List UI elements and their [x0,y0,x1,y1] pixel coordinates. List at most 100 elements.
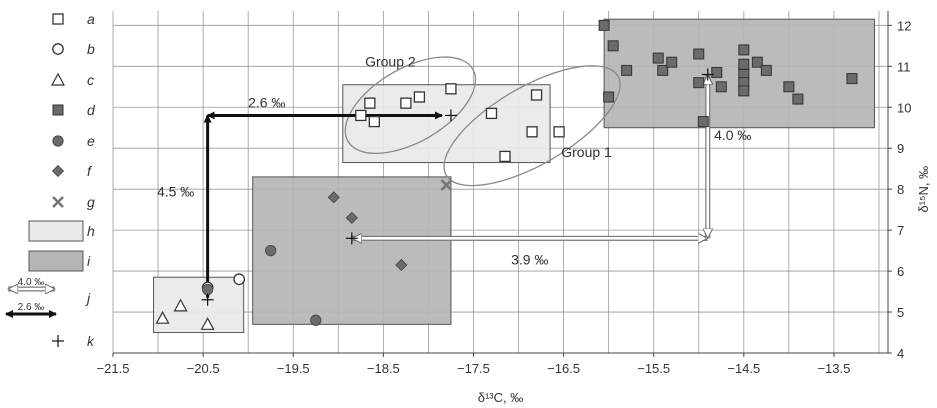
point-k [201,293,214,306]
legend-entry-e: e [52,133,95,149]
range-box-h [153,276,245,334]
point-e [202,283,214,296]
point-d [792,93,804,105]
point-d [603,91,615,103]
y-tick-label: 7 [897,223,904,238]
x-axis-label: δ¹³C, ‰ [478,390,524,405]
point-b [233,273,246,286]
legend-swatch [28,250,84,272]
point-d [693,77,705,89]
point-k [444,109,457,122]
point-e [310,314,322,326]
x-tick-label: −15.5 [637,361,670,376]
point-d [607,40,619,52]
legend-key: a [87,11,95,27]
point-c [155,310,170,324]
legend-marker [52,335,64,347]
point-c [200,317,215,330]
legend-entry-g: g [52,194,95,210]
x-tick-label: −20.5 [187,361,220,376]
legend-swatch [28,220,84,242]
point-a [400,97,412,109]
point-a [485,107,498,120]
point-a [355,109,367,122]
y-tick-label: 9 [897,141,904,156]
x-tick-label: −19.5 [277,361,310,376]
point-d [598,19,610,31]
legend-key: b [87,41,95,57]
point-a [530,89,543,101]
point-d [846,73,858,85]
point-e [265,245,277,257]
legend-entry-i: i [28,250,91,272]
legend-key: k [87,333,95,349]
x-tick-label: −14.5 [727,361,760,376]
legend-entry-d: d [52,102,96,118]
point-d [697,116,709,128]
arrow-label: 2.6 ‰ [248,94,285,110]
point-d [652,52,664,64]
y-tick-label: 5 [897,305,904,320]
point-a [526,126,538,138]
legend-entry-c: c [50,72,94,88]
x-tick-label: −21.5 [97,361,130,376]
point-k [701,68,714,81]
point-d [715,81,727,93]
legend-key: j [85,290,91,306]
point-d [693,48,705,60]
y-tick-label: 11 [897,59,911,74]
point-a [413,91,426,103]
legend-key: c [87,72,94,88]
legend-key: g [87,194,95,210]
y-tick-label: 6 [897,264,904,279]
legend-arrow-label: 2.6 ‰ [18,302,45,313]
distance-arrows: 2.6 ‰ 4.5 ‰ 3.9 ‰ 4.0 ‰ [157,74,751,299]
legend-entry-k: k [52,333,95,349]
point-d [751,56,763,68]
y-tick-label: 12 [897,18,911,33]
legend-entry-j: 4.0 ‰ 2.6 ‰ j [5,277,91,318]
point-d [783,81,795,93]
arrow-label: 4.0 ‰ [714,127,751,143]
legend-marker [52,43,64,55]
x-tick-label: −18.5 [367,361,400,376]
legend-arrow-label: 4.0 ‰ [18,277,45,288]
group-label: Group 2 [365,53,416,69]
y-axis-label: δ¹⁵N, ‰ [916,166,931,213]
point-d [738,85,750,97]
arrow-label: 3.9 ‰ [511,251,548,267]
arrow-label: 4.5 ‰ [157,184,194,200]
point-d [760,64,772,76]
point-k [345,232,358,245]
point-d [621,64,633,76]
point-d [657,64,669,76]
point-a [364,97,376,109]
point-d [738,44,750,56]
y-tick-label: 8 [897,182,904,197]
range-box-i [252,176,452,325]
point-f [345,211,358,224]
point-d [711,66,723,78]
point-c [173,298,188,312]
legend-entry-h: h [28,220,95,242]
legend-marker [52,104,64,116]
point-d [666,56,678,68]
legend-marker [52,13,64,25]
legend-entry-a: a [52,11,95,27]
group-ellipse [443,65,621,187]
x-tick-label: −13.5 [817,361,850,376]
range-boxes [153,18,875,334]
x-tick-label: −16.5 [547,361,580,376]
group-ellipse [344,56,477,155]
legend-marker [52,135,64,147]
legend-entry-b: b [52,41,95,57]
data-points [155,19,858,330]
legend-key: h [87,223,95,239]
point-f [327,191,340,204]
point-a [553,126,565,138]
point-d [738,58,750,70]
legend-key: e [87,133,95,149]
legend-marker [52,196,64,208]
